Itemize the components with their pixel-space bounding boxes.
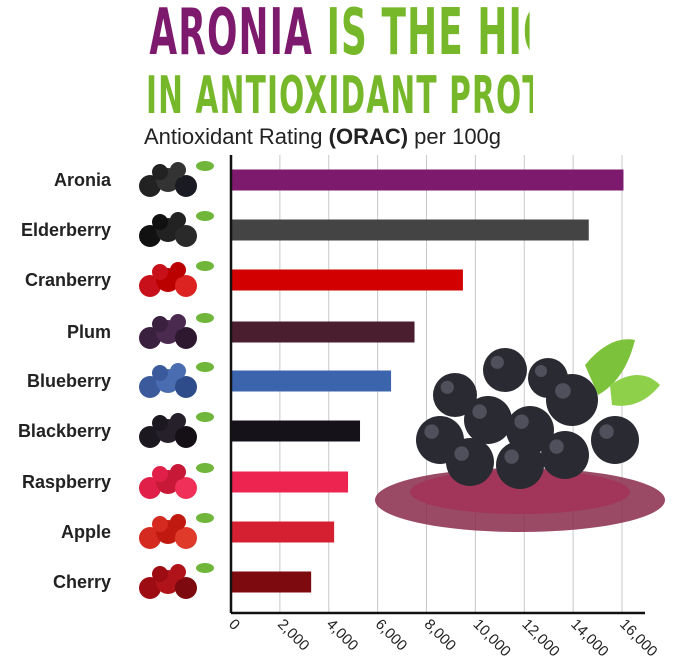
chart-subtitle: Antioxidant Rating (ORAC) per 100g (143, 124, 502, 149)
bar-apple (231, 521, 335, 543)
x-tick-label: 0 (225, 616, 243, 634)
bar-elderberry (231, 219, 589, 241)
aronia-berry (446, 438, 494, 486)
aronia-berry (546, 374, 598, 426)
bar-blueberry (231, 370, 392, 392)
bar-raspberry (231, 471, 349, 493)
x-tick-label: 4,000 (323, 616, 362, 655)
bar-blackberry (231, 420, 361, 442)
title-highlight: ARONIA (149, 0, 313, 66)
bar-cranberry (231, 269, 463, 291)
title-line-2: IN ANTIOXIDANT PROTECTION (145, 70, 533, 122)
category-label: Cranberry (24, 270, 111, 290)
aronia-berry (483, 348, 527, 392)
blueberries-icon (139, 362, 214, 398)
bar-cherry (231, 571, 312, 593)
bar-plum (231, 321, 415, 343)
bar-aronia (231, 169, 624, 191)
raspberries-icon (139, 463, 214, 499)
aronia-berry (464, 396, 512, 444)
category-label: Cherry (52, 572, 111, 592)
x-tick-label: 14,000 (567, 616, 611, 660)
apple-icon (139, 513, 214, 549)
category-label: Plum (66, 322, 111, 342)
x-tick-label: 8,000 (421, 616, 460, 655)
aronia-berry (591, 416, 639, 464)
x-tick-label: 6,000 (372, 616, 411, 655)
aronia-berry (496, 441, 544, 489)
x-tick-label: 12,000 (518, 616, 562, 660)
aronia-berry (541, 431, 589, 479)
category-label: Elderberry (20, 220, 111, 240)
elderberry-cluster-icon (139, 211, 214, 247)
plums-icon (139, 313, 214, 349)
category-label: Apple (60, 522, 111, 542)
blackberries-icon (139, 412, 214, 448)
category-label: Blackberry (17, 421, 111, 441)
title-line-1: ARONIA IS THE HIGHEST (149, 0, 529, 66)
x-tick-label: 16,000 (616, 616, 660, 660)
aronia-pile-image (375, 339, 665, 532)
cherries-icon (139, 563, 214, 599)
x-tick-label: 10,000 (470, 616, 514, 660)
category-label: Blueberry (26, 371, 111, 391)
title-rest: IS THE HIGHEST (326, 0, 530, 66)
category-label: Raspberry (21, 472, 111, 492)
x-tick-label: 2,000 (274, 616, 313, 655)
category-label: Aronia (53, 170, 111, 190)
cranberries-icon (139, 261, 214, 297)
aronia-berries-icon (139, 161, 214, 197)
